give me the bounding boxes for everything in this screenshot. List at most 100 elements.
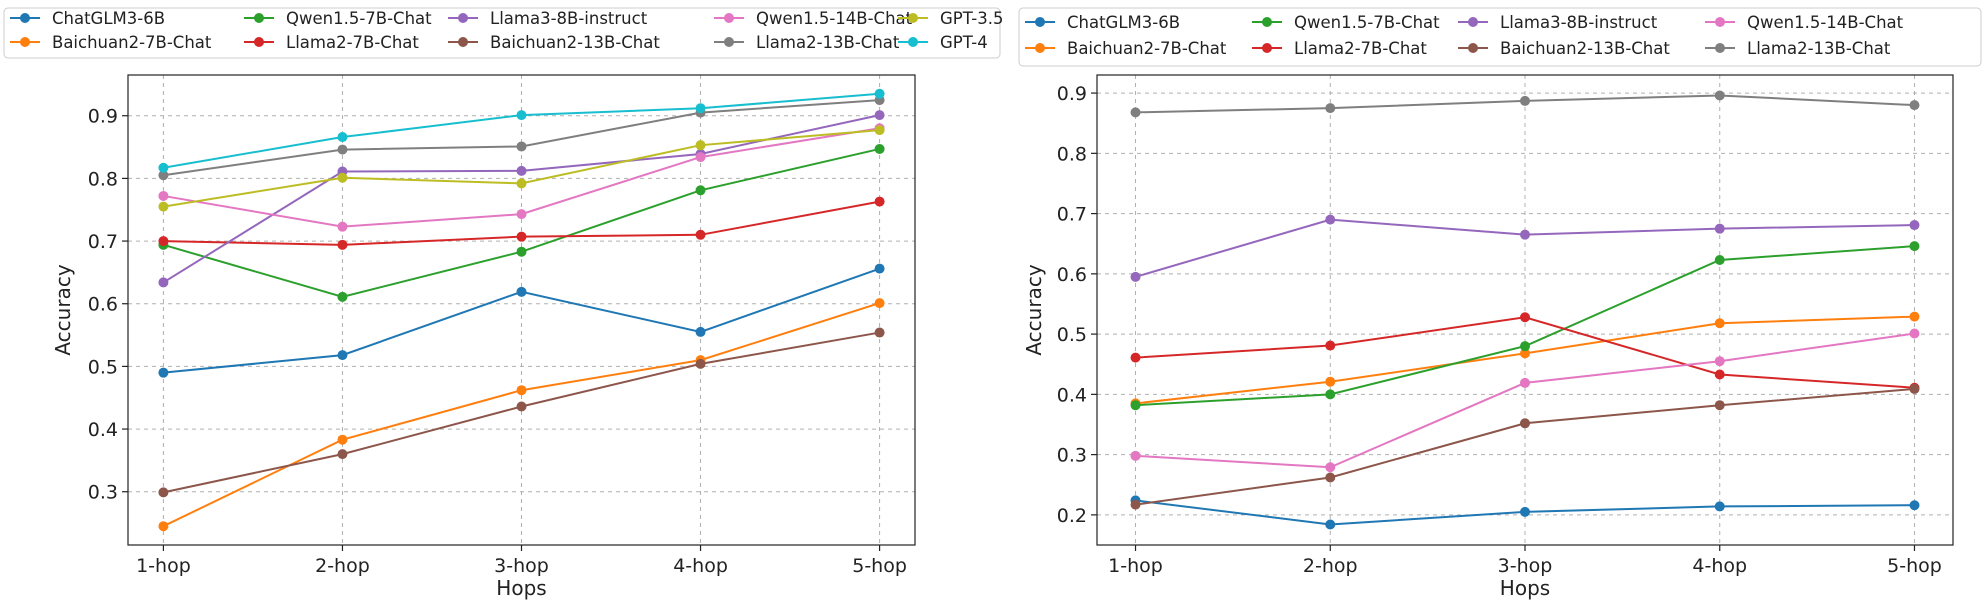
legend-item: GPT-3.5	[898, 9, 1004, 28]
data-point-llama2-7b-chat	[1714, 369, 1725, 380]
data-point-llama2-13b-chat	[1909, 100, 1920, 111]
legend-swatch-marker	[254, 13, 264, 23]
legend-swatch-marker	[1468, 17, 1478, 27]
data-point-qwen1-5-14b-chat	[1325, 462, 1336, 473]
data-point-chatglm3-6b	[1714, 501, 1725, 512]
data-point-llama3-8b-instruct	[516, 165, 527, 176]
data-point-qwen1-5-7b-chat	[1714, 254, 1725, 265]
legend-label: Qwen1.5-14B-Chat	[1747, 13, 1904, 32]
data-point-gpt-4	[337, 132, 348, 143]
legend-label: Baichuan2-7B-Chat	[52, 33, 212, 52]
y-tick-label: 0.6	[1057, 264, 1087, 286]
legend-swatch-marker	[1035, 43, 1045, 53]
data-point-llama2-7b-chat	[695, 229, 706, 240]
data-point-llama2-7b-chat	[516, 231, 527, 242]
legend: ChatGLM3-6B Baichuan2-7B-Chat Qwen1.5-7B-C…	[3, 7, 1004, 59]
legend-item: Llama2-13B-Chat	[714, 33, 900, 52]
y-tick-label: 0.9	[88, 106, 118, 128]
data-point-baichuan2-7b-chat	[1909, 311, 1920, 322]
legend-swatch-marker	[1468, 43, 1478, 53]
legend-swatch-marker	[1262, 43, 1272, 53]
data-point-baichuan2-13b-chat	[695, 358, 706, 369]
data-point-llama2-7b-chat	[337, 239, 348, 250]
data-point-gpt-3-5	[874, 125, 885, 136]
data-point-qwen1-5-7b-chat	[1909, 241, 1920, 252]
legend-swatch-marker	[20, 13, 30, 23]
legend-label: Qwen1.5-7B-Chat	[286, 9, 432, 28]
x-tick-label: 5-hop	[852, 555, 907, 577]
data-point-llama2-13b-chat	[516, 141, 527, 152]
legend-item: Baichuan2-13B-Chat	[1458, 39, 1670, 58]
data-point-chatglm3-6b	[695, 326, 706, 337]
data-point-baichuan2-7b-chat	[337, 434, 348, 445]
data-point-llama2-7b-chat	[1325, 340, 1336, 351]
chart-left: 0.3 0.4 0.5 0.6 0.7 0.8 0.9 1-hop 2-hop 3-hop 4-ho…	[3, 7, 1004, 600]
legend-swatch-marker	[908, 13, 918, 23]
series-group	[1130, 90, 1920, 530]
y-tick-label: 0.3	[1057, 445, 1087, 467]
data-point-baichuan2-7b-chat	[1714, 318, 1725, 329]
chart-right: 0.2 0.3 0.4 0.5 0.6 0.7 0.8 0.9 1-hop 2-hop 3-hop 4…	[1015, 0, 1986, 610]
legend-item: Qwen1.5-14B-Chat	[1705, 13, 1904, 32]
legend-item: ChatGLM3-6B	[1025, 13, 1180, 32]
data-point-llama2-7b-chat	[158, 236, 169, 247]
x-tick-label: 3-hop	[1498, 555, 1553, 577]
legend-label: GPT-3.5	[940, 9, 1004, 28]
x-tick-label: 4-hop	[1692, 555, 1747, 577]
legend-item: Baichuan2-7B-Chat	[10, 33, 212, 52]
data-point-qwen1-5-14b-chat	[1520, 377, 1530, 388]
data-point-llama3-8b-instruct	[1909, 220, 1920, 231]
data-point-baichuan2-13b-chat	[337, 449, 348, 460]
x-axis: 1-hop 2-hop 3-hop 4-hop 5-hop	[136, 545, 907, 577]
legend-swatch-marker	[908, 37, 918, 47]
data-point-qwen1-5-7b-chat	[1520, 341, 1530, 352]
legend: ChatGLM3-6B Baichuan2-7B-Chat Qwen1.5-7B-C…	[1018, 7, 1982, 67]
x-tick-label: 4-hop	[673, 555, 728, 577]
data-point-baichuan2-7b-chat	[516, 385, 527, 396]
legend-item: Llama3-8B-instruct	[1458, 13, 1658, 32]
legend-label: Llama2-7B-Chat	[286, 33, 419, 52]
legend-swatch-marker	[1715, 43, 1725, 53]
y-tick-label: 0.6	[88, 294, 118, 316]
data-point-llama2-7b-chat	[1130, 352, 1141, 363]
data-point-chatglm3-6b	[158, 367, 169, 378]
data-point-chatglm3-6b	[1325, 519, 1336, 530]
data-point-qwen1-5-7b-chat	[337, 291, 348, 302]
data-point-llama2-13b-chat	[1714, 90, 1725, 101]
data-point-llama3-8b-instruct	[1130, 271, 1141, 282]
data-point-baichuan2-13b-chat	[1130, 499, 1141, 510]
y-tick-label: 0.7	[1057, 204, 1087, 226]
data-point-llama3-8b-instruct	[1714, 223, 1725, 234]
legend-label: Llama2-7B-Chat	[1294, 39, 1427, 58]
data-point-llama2-13b-chat	[1325, 103, 1336, 114]
legend-label: ChatGLM3-6B	[1067, 13, 1180, 32]
x-axis-label: Hops	[1500, 576, 1550, 600]
y-tick-label: 0.4	[88, 419, 118, 441]
data-point-qwen1-5-14b-chat	[695, 152, 706, 163]
data-point-baichuan2-13b-chat	[516, 401, 527, 412]
legend-label: ChatGLM3-6B	[52, 9, 165, 28]
legend-label: Llama2-13B-Chat	[1747, 39, 1891, 58]
y-tick-label: 0.8	[88, 168, 118, 190]
data-point-baichuan2-13b-chat	[158, 487, 169, 498]
data-point-qwen1-5-14b-chat	[1714, 356, 1725, 367]
data-point-qwen1-5-7b-chat	[874, 143, 885, 154]
legend-item: Llama3-8B-instruct	[448, 9, 648, 28]
legend-swatch-marker	[724, 37, 734, 47]
data-point-gpt-4	[874, 88, 885, 99]
data-point-llama2-13b-chat	[1130, 107, 1141, 118]
data-point-gpt-3-5	[337, 172, 348, 183]
y-tick-label: 0.5	[1057, 324, 1087, 346]
x-tick-label: 1-hop	[1108, 555, 1163, 577]
y-tick-label: 0.2	[1057, 505, 1087, 527]
data-point-llama2-13b-chat	[1520, 95, 1530, 106]
x-tick-label: 2-hop	[1303, 555, 1358, 577]
data-point-llama3-8b-instruct	[874, 110, 885, 121]
legend-label: Llama3-8B-instruct	[1500, 13, 1658, 32]
legend-label: Llama2-13B-Chat	[756, 33, 900, 52]
y-axis: 0.3 0.4 0.5 0.6 0.7 0.8 0.9	[88, 106, 128, 504]
legend-label: Qwen1.5-7B-Chat	[1294, 13, 1440, 32]
legend-item: ChatGLM3-6B	[10, 9, 165, 28]
data-point-llama3-8b-instruct	[1325, 214, 1336, 225]
legend-label: Baichuan2-7B-Chat	[1067, 39, 1227, 58]
